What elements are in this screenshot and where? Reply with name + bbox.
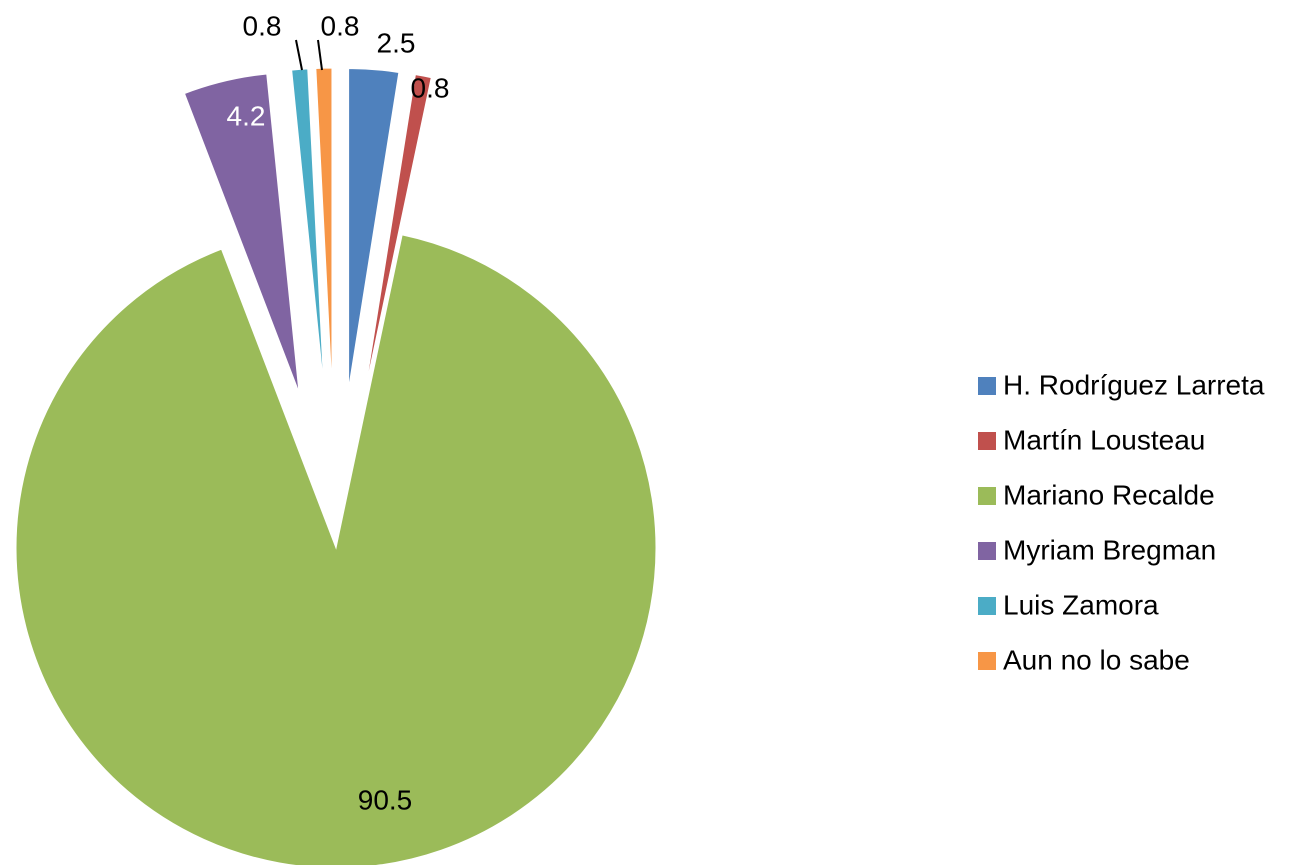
data-label: 90.5 bbox=[358, 784, 413, 815]
legend-swatch bbox=[978, 377, 996, 395]
data-label: 0.8 bbox=[411, 72, 450, 103]
leader-line bbox=[317, 39, 323, 71]
data-label: 2.5 bbox=[377, 27, 416, 58]
legend-label: Aun no lo sabe bbox=[1003, 644, 1190, 675]
legend-swatch bbox=[978, 487, 996, 505]
pie-slice bbox=[183, 73, 300, 393]
legend-swatch bbox=[978, 432, 996, 450]
pie-slice bbox=[348, 67, 400, 389]
legend-label: Myriam Bregman bbox=[1003, 534, 1216, 565]
legend-swatch bbox=[978, 597, 996, 615]
data-label: 0.8 bbox=[243, 10, 282, 41]
leader-line bbox=[295, 39, 303, 71]
legend-label: H. Rodríguez Larreta bbox=[1003, 369, 1265, 400]
legend-swatch bbox=[978, 652, 996, 670]
pie-slice bbox=[364, 74, 432, 391]
pie-slice bbox=[291, 68, 325, 389]
data-label: 4.2 bbox=[227, 100, 266, 131]
legend-swatch bbox=[978, 542, 996, 560]
legend-label: Martín Lousteau bbox=[1003, 424, 1205, 455]
pie-slice bbox=[15, 234, 657, 865]
legend-label: Mariano Recalde bbox=[1003, 479, 1215, 510]
pie-slice bbox=[315, 67, 333, 389]
data-label: 0.8 bbox=[321, 10, 360, 41]
legend-label: Luis Zamora bbox=[1003, 589, 1159, 620]
